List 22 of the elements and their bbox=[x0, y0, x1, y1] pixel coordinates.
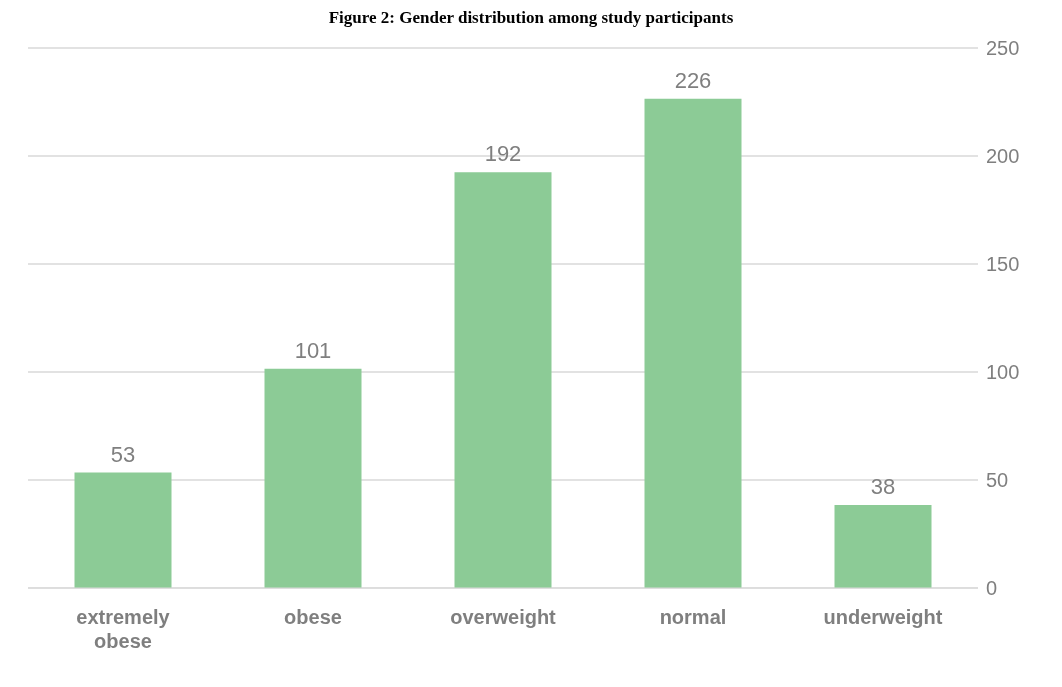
y-tick-label: 50 bbox=[986, 469, 1009, 492]
x-tick-label: normal bbox=[659, 606, 727, 628]
data-label: 38 bbox=[870, 473, 896, 499]
y-tick-label: 150 bbox=[986, 253, 1020, 276]
y-tick-label: 200 bbox=[986, 145, 1020, 168]
bar bbox=[454, 172, 552, 588]
bar bbox=[264, 368, 362, 588]
y-tick-label: 100 bbox=[986, 361, 1020, 384]
bar bbox=[644, 98, 742, 588]
data-label: 226 bbox=[674, 67, 712, 93]
bar bbox=[834, 504, 932, 588]
bar bbox=[74, 472, 172, 588]
data-label: 192 bbox=[484, 141, 522, 167]
x-tick-label: overweight bbox=[450, 606, 557, 628]
x-tick-label: obese bbox=[284, 606, 342, 628]
chart-title: Figure 2: Gender distribution among study participants bbox=[327, 8, 735, 28]
data-label: 101 bbox=[294, 337, 332, 363]
x-tick-label: underweight bbox=[823, 606, 943, 628]
y-tick-label: 250 bbox=[986, 37, 1020, 60]
data-label: 53 bbox=[110, 441, 136, 467]
x-tick-label: extremely obese bbox=[76, 606, 171, 652]
y-tick-label: 0 bbox=[986, 577, 998, 600]
